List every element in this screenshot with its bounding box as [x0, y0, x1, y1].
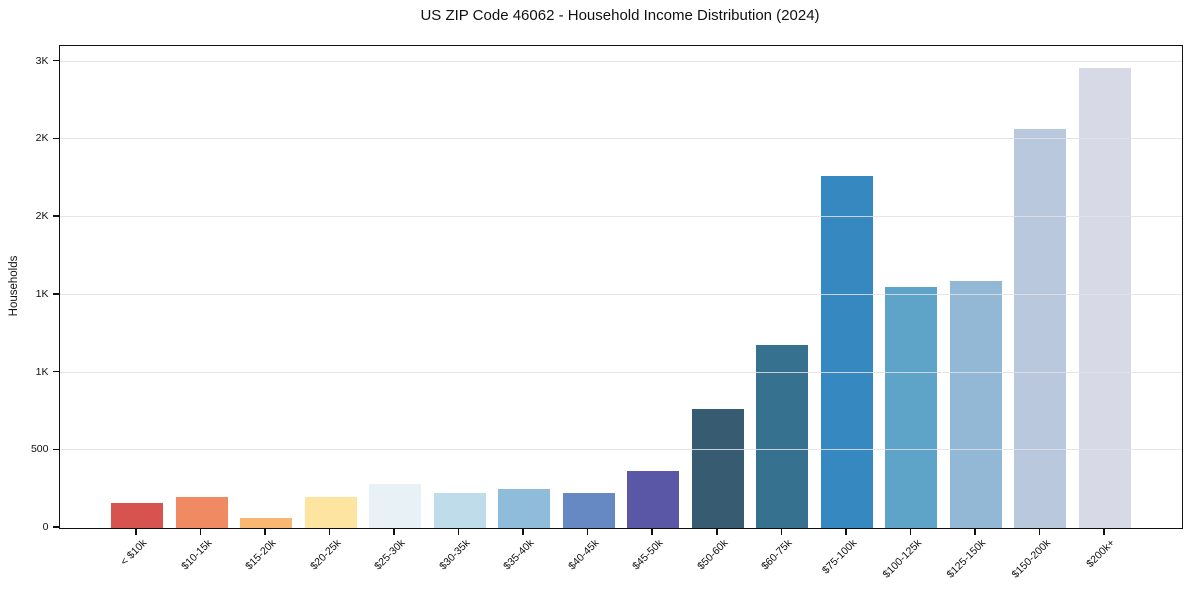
y-tick-label: 1K [35, 287, 49, 300]
x-tick-mark [780, 528, 783, 535]
y-tick-mark [52, 526, 59, 528]
x-tick-mark [199, 528, 202, 535]
bar-$35-40k [498, 488, 551, 528]
bar-$150-200k [1014, 128, 1067, 528]
y-tick-mark [52, 215, 59, 217]
x-tick-mark [457, 528, 460, 535]
y-tick-mark [52, 448, 59, 450]
x-tick-mark [974, 528, 976, 535]
x-tick-mark [1038, 528, 1041, 535]
x-tick-mark [586, 528, 589, 535]
y-axis-label: Households [8, 255, 20, 317]
y-tick-label: 0 [42, 521, 49, 533]
bar-$45-50k [627, 471, 680, 528]
gridline-1000 [60, 371, 1182, 373]
x-tick-mark [328, 528, 331, 535]
y-tick-mark [52, 293, 59, 295]
x-tick-mark [1103, 528, 1105, 535]
bar-$75-100k [820, 176, 873, 528]
chart-title: US ZIP Code 46062 - Household Income Dis… [420, 7, 820, 24]
x-tick-mark [909, 528, 912, 535]
y-tick-mark [52, 137, 59, 140]
x-tick-mark [393, 528, 395, 535]
x-tick-mark [264, 528, 266, 535]
x-tick-mark [845, 528, 847, 535]
bar-$30-35k [433, 493, 486, 528]
gridline-500 [60, 449, 1182, 451]
bar-$25-30k [369, 483, 422, 528]
bar-$20-25k [304, 496, 357, 528]
bar-$40-45k [562, 492, 615, 528]
x-tick-mark [716, 528, 718, 535]
bar-$100-125k [885, 287, 938, 528]
y-tick-label: 1K [35, 365, 49, 378]
y-tick-label: 500 [30, 443, 49, 456]
y-tick-label: 3K [35, 54, 49, 67]
y-tick-mark [52, 370, 59, 373]
gridline-3000 [60, 60, 1182, 62]
bar-$200k+ [1078, 68, 1131, 528]
x-tick-mark [135, 528, 137, 535]
y-tick-label: 2K [35, 210, 49, 223]
x-tick-mark [651, 528, 653, 535]
gridline-2500 [60, 138, 1182, 140]
plot-area [59, 45, 1183, 529]
gridline-2000 [60, 216, 1182, 218]
y-tick-label: 2K [35, 132, 49, 145]
bar-$15-20k [240, 518, 293, 528]
bar-$60-75k [756, 344, 809, 528]
gridline-1500 [60, 293, 1182, 295]
y-tick-mark [52, 59, 59, 62]
bar-$125-150k [949, 280, 1002, 528]
bar-$50-60k [691, 409, 744, 528]
x-tick-mark [522, 528, 524, 535]
bar-< $10k [111, 502, 163, 528]
bar-$10-15k [175, 497, 228, 528]
